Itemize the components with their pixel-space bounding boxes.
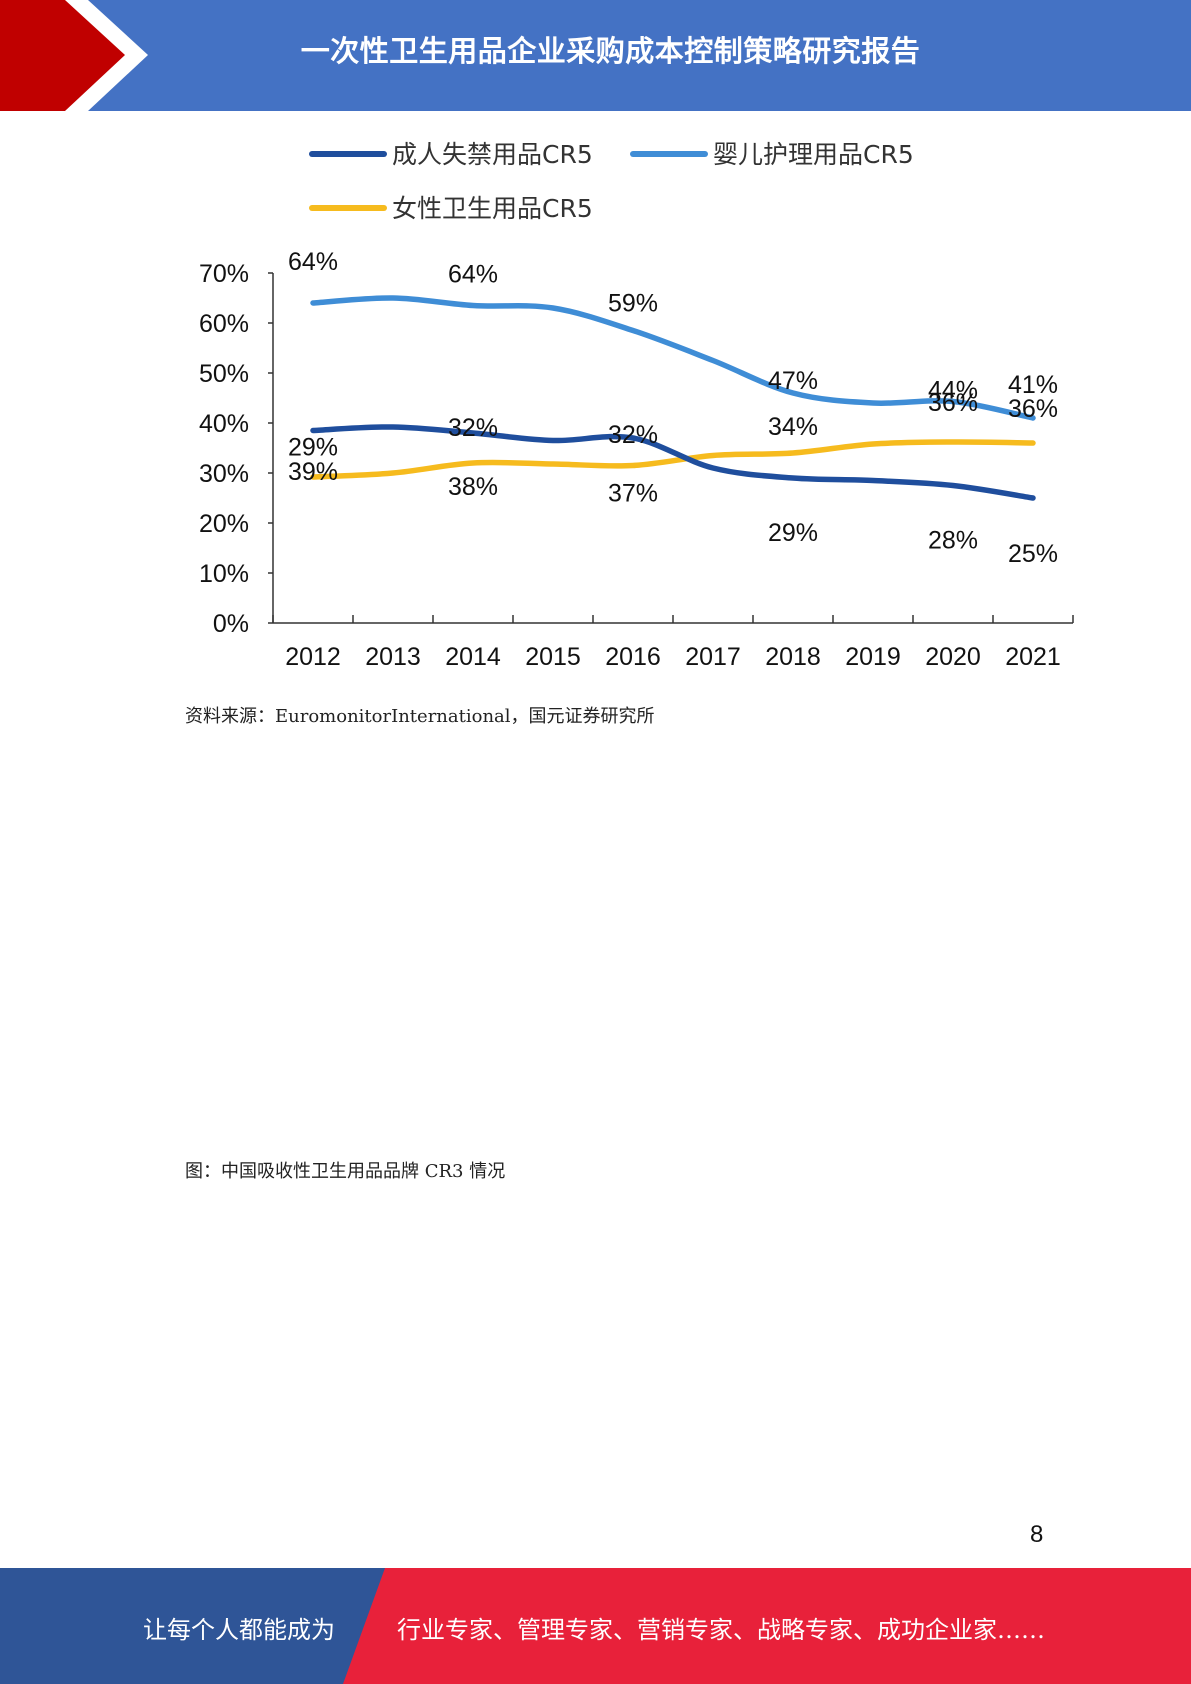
data-label-series-0: 29%	[288, 434, 338, 462]
y-tick-label: 70%	[199, 260, 249, 288]
data-label-series-2: 36%	[1008, 395, 1058, 423]
y-tick-label: 50%	[199, 360, 249, 388]
legend-label-2: 女性卫生用品CR5	[392, 194, 593, 223]
data-label-series-2: 36%	[928, 389, 978, 417]
y-tick-label: 60%	[199, 310, 249, 338]
y-tick-label: 20%	[199, 510, 249, 538]
figure-caption: 图：中国吸收性卫生用品品牌 CR3 情况	[185, 1161, 506, 1182]
data-label-series-0: 28%	[928, 527, 978, 555]
series-line-1	[310, 295, 1036, 421]
y-tick-label: 40%	[199, 410, 249, 438]
data-label-series-2: 37%	[608, 480, 658, 508]
data-label-series-0: 32%	[608, 421, 658, 449]
x-tick-label: 2015	[525, 643, 581, 671]
data-label-series-2: 34%	[768, 413, 818, 441]
legend-label-0: 成人失禁用品CR5	[392, 140, 593, 169]
series-line-2	[310, 439, 1036, 480]
chart-legend: 成人失禁用品CR5 婴儿护理用品CR5 女性卫生用品CR5	[309, 140, 914, 223]
footer-slogan-left: 让每个人都能成为	[143, 1616, 335, 1644]
series-line-0	[310, 424, 1036, 501]
data-label-series-0: 25%	[1008, 540, 1058, 568]
cr5-line-chart: 成人失禁用品CR5 婴儿护理用品CR5 女性卫生用品CR5 0% 10% 20% 30% 4…	[180, 125, 1080, 685]
x-tick-label: 2016	[605, 643, 661, 671]
footer-banner: 让每个人都能成为 行业专家、管理专家、营销专家、战略专家、成功企业家……	[0, 1568, 1191, 1684]
data-label-series-1: 44%	[928, 377, 978, 405]
data-label-series-0: 32%	[448, 414, 498, 442]
x-tick-label: 2018	[765, 643, 821, 671]
data-label-series-2: 38%	[448, 473, 498, 501]
x-tick-label: 2021	[1005, 643, 1061, 671]
x-tick-label: 2012	[285, 643, 341, 671]
data-label-series-1: 41%	[1008, 371, 1058, 399]
x-tick-label: 2014	[445, 643, 501, 671]
source-note: 资料来源：EuromonitorInternational，国元证券研究所	[185, 706, 655, 727]
header-background	[0, 0, 1191, 111]
y-tick-label: 0%	[213, 610, 249, 638]
y-tick-label: 30%	[199, 460, 249, 488]
chart-series	[310, 295, 1036, 501]
data-label-series-1: 47%	[768, 367, 818, 395]
y-tick-label: 10%	[199, 560, 249, 588]
x-tick-label: 2020	[925, 643, 981, 671]
chart-svg: 成人失禁用品CR5 婴儿护理用品CR5 女性卫生用品CR5 0% 10% 20% 30% 4…	[199, 140, 1074, 671]
x-tick-label: 2013	[365, 643, 421, 671]
x-tick-label: 2017	[685, 643, 741, 671]
footer-background	[0, 1568, 1191, 1684]
data-label-series-0: 29%	[768, 519, 818, 547]
chart-data-labels: 29% 32% 32% 29% 28% 25% 64% 64% 59% 47% 44% 41% 39% 3…	[288, 248, 1058, 568]
report-title: 一次性卫生用品企业采购成本控制策略研究报告	[300, 34, 921, 68]
data-label-series-1: 64%	[288, 248, 338, 276]
header-banner: 一次性卫生用品企业采购成本控制策略研究报告	[0, 0, 1191, 111]
x-tick-label: 2019	[845, 643, 901, 671]
data-label-series-2: 39%	[288, 458, 338, 486]
data-label-series-1: 59%	[608, 290, 658, 318]
footer-slogan-right: 行业专家、管理专家、营销专家、战略专家、成功企业家……	[397, 1616, 1045, 1644]
chart-axes: 0% 10% 20% 30% 40% 50% 60% 70% 2012 2013 2014 2015 2…	[199, 260, 1074, 671]
page-number: 8	[1030, 1521, 1044, 1548]
data-label-series-1: 64%	[448, 261, 498, 289]
legend-label-1: 婴儿护理用品CR5	[713, 140, 914, 169]
